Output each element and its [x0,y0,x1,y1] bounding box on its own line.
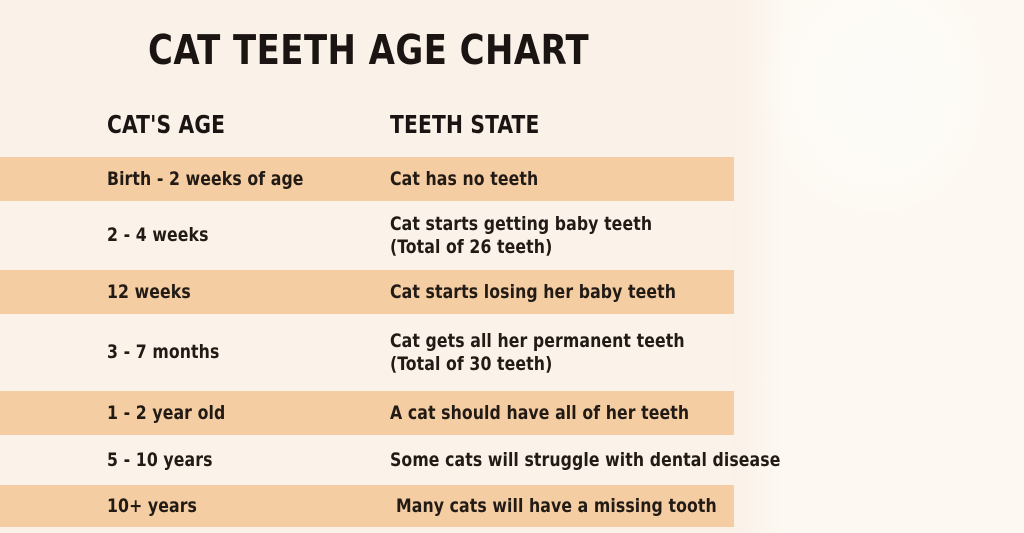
row-stripe [0,314,812,391]
cell-state: Many cats will have a missing tooth [396,494,717,517]
cell-age: 1 - 2 year old [107,401,226,424]
cell-age: 12 weeks [107,280,191,303]
table-row: 10+ years Many cats will have a missing … [0,485,830,527]
page-title: CAT TEETH AGE CHART [148,26,590,74]
cell-state: A cat should have all of her teeth [390,401,690,424]
cat-photo [734,0,1024,533]
cell-age: Birth - 2 weeks of age [107,167,304,190]
row-stripe [0,157,812,201]
table-row: 1 - 2 year old A cat should have all of … [0,391,830,435]
table-row: 2 - 4 weeks Cat starts getting baby teet… [0,201,830,270]
cell-state: Cat starts losing her baby teeth [390,280,677,303]
cell-age: 3 - 7 months [107,341,220,364]
table-row: 5 - 10 years Some cats will struggle wit… [0,435,830,485]
row-stripe [0,485,812,527]
table-row: 3 - 7 months Cat gets all her permanent … [0,314,830,391]
photo-backdrop [734,0,1024,533]
column-header-age: CAT'S AGE [107,110,226,139]
row-stripe [0,201,812,270]
column-header-state: TEETH STATE [390,110,540,139]
table-row: Birth - 2 weeks of age Cat has no teeth [0,157,830,201]
cell-age: 5 - 10 years [107,448,213,471]
cell-age: 2 - 4 weeks [107,224,209,247]
cell-state: Cat has no teeth [390,167,539,190]
table-row: 12 weeks Cat starts losing her baby teet… [0,270,830,314]
cell-state: Cat starts getting baby teeth (Total of … [390,213,653,258]
row-stripe [0,435,812,485]
cell-state: Cat gets all her permanent teeth (Total … [390,330,685,375]
row-stripe [0,391,812,435]
row-stripe [0,270,812,314]
cell-age: 10+ years [107,494,198,517]
cell-state: Some cats will struggle with dental dise… [390,448,781,471]
